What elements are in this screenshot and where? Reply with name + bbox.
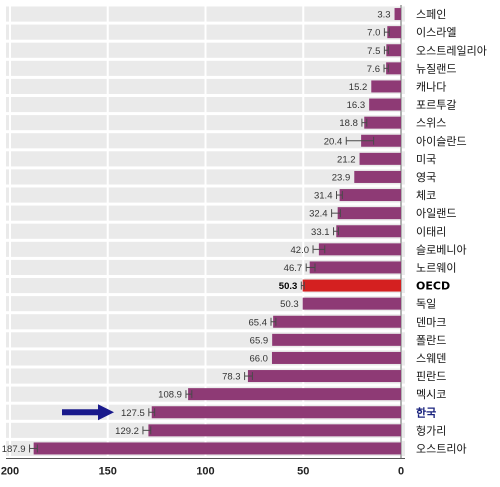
bar xyxy=(361,134,401,147)
category-label: 노르웨이 xyxy=(416,261,456,274)
x-tick-label: 50 xyxy=(297,466,309,478)
bar xyxy=(369,98,401,111)
bar xyxy=(318,243,401,256)
x-tick-label: 100 xyxy=(196,466,214,478)
x-tick-label: 200 xyxy=(1,466,19,478)
gridlines xyxy=(6,5,405,459)
category-label: 스웨덴 xyxy=(416,352,446,365)
category-labels: 스페인이스라엘오스트레일리아뉴질랜드캐나다포르투갈스위스아이슬란드미국영국체코아… xyxy=(416,8,487,455)
arrow-head xyxy=(98,404,114,421)
value-label: 65.9 xyxy=(250,335,269,346)
bar xyxy=(273,315,401,328)
value-label: 23.9 xyxy=(332,172,351,183)
value-label: 7.0 xyxy=(367,28,380,39)
value-label: 66.0 xyxy=(249,353,268,364)
bar xyxy=(33,442,402,455)
value-label: 15.2 xyxy=(349,82,368,93)
category-label: 포르투갈 xyxy=(416,98,456,112)
bar xyxy=(272,333,401,346)
bar xyxy=(309,261,401,274)
bar xyxy=(371,80,401,93)
bar xyxy=(359,152,401,165)
value-label: 50.3 xyxy=(280,299,299,310)
category-label: 한국 xyxy=(416,405,436,419)
category-label: 캐나다 xyxy=(416,80,446,93)
category-label: OECD xyxy=(416,280,450,293)
value-label: 78.3 xyxy=(222,372,241,383)
highlight-arrow xyxy=(62,404,114,421)
bar xyxy=(302,297,401,310)
value-label: 32.4 xyxy=(309,209,328,220)
value-label: 18.8 xyxy=(339,118,358,129)
value-label: 50.3 xyxy=(279,281,298,292)
bar xyxy=(336,225,401,238)
x-tick-label: 0 xyxy=(398,466,404,478)
category-label: 오스트레일리아 xyxy=(416,43,487,57)
arrow-shaft xyxy=(62,409,100,416)
value-label: 46.7 xyxy=(284,263,303,274)
value-label: 21.2 xyxy=(337,154,356,165)
category-label: 아일랜드 xyxy=(416,206,456,220)
category-label: 이스라엘 xyxy=(416,26,456,39)
bar xyxy=(354,170,401,183)
category-label: 체코 xyxy=(416,189,436,202)
value-label: 7.5 xyxy=(367,46,380,57)
bar xyxy=(188,388,401,401)
bar xyxy=(148,424,401,437)
error-bars xyxy=(29,28,390,453)
category-label: 아이슬란드 xyxy=(416,135,467,148)
category-label: 미국 xyxy=(416,153,436,166)
value-label: 108.9 xyxy=(158,390,182,401)
bars xyxy=(33,8,402,455)
value-label: 127.5 xyxy=(121,408,145,419)
bar xyxy=(387,26,401,39)
x-axis-ticks: 200 150 100 50 0 xyxy=(1,466,404,478)
value-labels: 3.3 7.0 7.5 7.6 15.2 16.3 18.8 20.4 21.2 23.9 31.4… xyxy=(2,10,391,455)
bar-highlight xyxy=(302,279,401,292)
value-label: 33.1 xyxy=(311,227,330,238)
category-label: 스위스 xyxy=(416,117,446,130)
value-label: 65.4 xyxy=(248,317,267,328)
category-label: 영국 xyxy=(416,171,436,184)
category-label: 오스트리아 xyxy=(416,442,467,455)
value-label: 3.3 xyxy=(377,10,390,21)
category-label: 멕시코 xyxy=(416,388,446,401)
value-label: 187.9 xyxy=(2,444,26,455)
value-label: 129.2 xyxy=(115,426,139,437)
category-label: 핀란드 xyxy=(416,370,446,383)
category-label: 이태리 xyxy=(416,225,446,238)
bar xyxy=(247,370,401,383)
category-label: 슬로베니아 xyxy=(416,243,467,256)
bar xyxy=(364,116,401,129)
bar xyxy=(337,207,401,220)
value-label: 7.6 xyxy=(367,64,380,75)
category-label: 독일 xyxy=(416,297,436,311)
bar xyxy=(386,62,401,75)
bar xyxy=(151,406,401,419)
value-label: 16.3 xyxy=(347,100,366,111)
x-tick-label: 150 xyxy=(99,466,117,478)
bar xyxy=(271,351,401,364)
bar xyxy=(339,189,401,202)
value-label: 42.0 xyxy=(291,245,310,256)
category-label: 뉴질랜드 xyxy=(416,62,456,75)
category-label: 덴마크 xyxy=(416,316,446,329)
bar xyxy=(386,44,401,57)
category-label: 헝가리 xyxy=(416,424,446,437)
bar xyxy=(394,8,401,21)
value-label: 20.4 xyxy=(324,136,343,147)
category-label: 폴란드 xyxy=(416,334,446,347)
category-label: 스페인 xyxy=(416,8,446,21)
value-label: 31.4 xyxy=(314,191,333,202)
